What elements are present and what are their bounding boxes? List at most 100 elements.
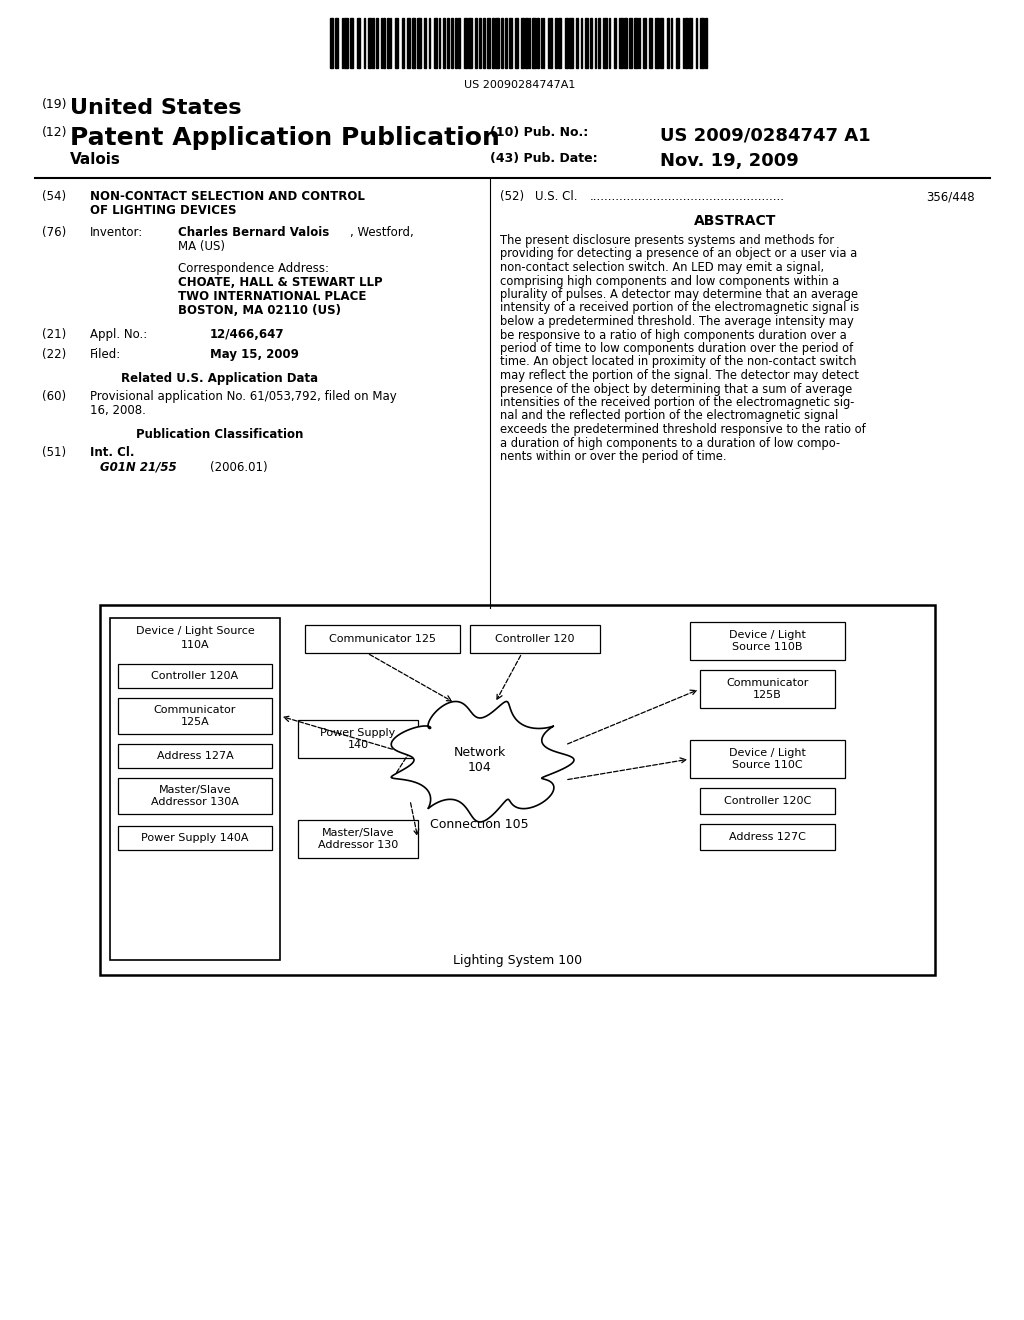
Text: BOSTON, MA 02110 (US): BOSTON, MA 02110 (US)	[178, 304, 341, 317]
Text: Int. Cl.: Int. Cl.	[90, 446, 134, 459]
Text: intensity of a received portion of the electromagnetic signal is: intensity of a received portion of the e…	[500, 301, 859, 314]
Bar	[383, 18, 385, 69]
Bar	[690, 622, 845, 660]
Bar	[464, 18, 467, 69]
Bar	[577, 18, 578, 69]
Bar	[700, 824, 835, 850]
Bar	[613, 18, 615, 69]
Text: US 2009/0284747 A1: US 2009/0284747 A1	[660, 125, 870, 144]
Bar	[387, 18, 389, 69]
Text: Inventor:: Inventor:	[90, 226, 143, 239]
Bar	[298, 719, 418, 758]
Bar	[478, 18, 481, 69]
Text: Provisional application No. 61/053,792, filed on May: Provisional application No. 61/053,792, …	[90, 389, 396, 403]
Bar	[118, 826, 272, 850]
Text: comprising high components and low components within a: comprising high components and low compo…	[500, 275, 840, 288]
Bar	[350, 18, 353, 69]
Bar	[501, 18, 503, 69]
Bar	[496, 18, 499, 69]
Text: Device / Light Source: Device / Light Source	[135, 626, 254, 636]
Bar	[305, 624, 460, 653]
Text: Charles Bernard Valois: Charles Bernard Valois	[178, 226, 330, 239]
Text: 12/466,647: 12/466,647	[210, 327, 285, 341]
Text: Appl. No.:: Appl. No.:	[90, 327, 147, 341]
Bar	[483, 18, 485, 69]
Bar	[541, 18, 542, 69]
Text: nal and the reflected portion of the electromagnetic signal: nal and the reflected portion of the ele…	[500, 409, 839, 422]
Bar	[537, 18, 540, 69]
Bar	[381, 18, 382, 69]
Bar	[595, 18, 596, 69]
Bar	[689, 18, 692, 69]
Bar	[455, 18, 457, 69]
Bar	[468, 18, 472, 69]
Text: United States: United States	[70, 98, 242, 117]
Text: 356/448: 356/448	[927, 190, 975, 203]
Bar	[418, 18, 421, 69]
Text: (10) Pub. No.:: (10) Pub. No.:	[490, 125, 588, 139]
Text: Device / Light
Source 110B: Device / Light Source 110B	[729, 630, 806, 652]
Text: G01N 21/55: G01N 21/55	[100, 461, 176, 474]
Bar	[470, 624, 600, 653]
Bar	[620, 18, 623, 69]
Bar	[408, 18, 410, 69]
Text: Controller 120: Controller 120	[496, 634, 574, 644]
Text: (12): (12)	[42, 125, 68, 139]
Text: (22): (22)	[42, 348, 67, 360]
Text: U.S. Cl.: U.S. Cl.	[535, 190, 578, 203]
Text: (51): (51)	[42, 446, 67, 459]
Bar	[700, 18, 703, 69]
Bar	[555, 18, 556, 69]
Text: nents within or over the period of time.: nents within or over the period of time.	[500, 450, 726, 463]
Bar	[356, 18, 360, 69]
Text: Device / Light
Source 110C: Device / Light Source 110C	[729, 748, 806, 770]
Bar	[344, 18, 348, 69]
Text: may reflect the portion of the signal. The detector may detect: may reflect the portion of the signal. T…	[500, 370, 859, 381]
Bar	[118, 777, 272, 814]
Text: Communicator 125: Communicator 125	[329, 634, 436, 644]
Text: non-contact selection switch. An LED may emit a signal,: non-contact selection switch. An LED may…	[500, 261, 824, 275]
Bar	[598, 18, 600, 69]
Bar	[690, 741, 845, 777]
Text: Related U.S. Application Data: Related U.S. Application Data	[122, 372, 318, 385]
Bar	[443, 18, 445, 69]
Bar	[700, 788, 835, 814]
Bar	[565, 18, 568, 69]
Bar	[590, 18, 592, 69]
Bar	[376, 18, 379, 69]
Bar	[676, 18, 679, 69]
Bar	[451, 18, 454, 69]
Bar	[532, 18, 536, 69]
Text: plurality of pulses. A detector may determine that an average: plurality of pulses. A detector may dete…	[500, 288, 858, 301]
Text: The present disclosure presents systems and methods for: The present disclosure presents systems …	[500, 234, 835, 247]
Bar	[603, 18, 606, 69]
Bar	[634, 18, 638, 69]
Text: NON-CONTACT SELECTION AND CONTROL: NON-CONTACT SELECTION AND CONTROL	[90, 190, 365, 203]
Text: (60): (60)	[42, 389, 67, 403]
Text: CHOATE, HALL & STEWART LLP: CHOATE, HALL & STEWART LLP	[178, 276, 383, 289]
Bar	[706, 18, 707, 69]
Text: Master/Slave
Addressor 130: Master/Slave Addressor 130	[317, 828, 398, 850]
Bar	[659, 18, 664, 69]
Bar	[118, 698, 272, 734]
Text: Power Supply
140: Power Supply 140	[321, 729, 395, 750]
Bar	[458, 18, 460, 69]
Bar	[685, 18, 687, 69]
Text: Communicator
125B: Communicator 125B	[726, 678, 809, 700]
Bar	[492, 18, 494, 69]
Bar	[551, 18, 552, 69]
Text: Lighting System 100: Lighting System 100	[453, 954, 582, 968]
Text: (21): (21)	[42, 327, 67, 341]
Text: US 20090284747A1: US 20090284747A1	[464, 81, 575, 90]
Text: exceeds the predetermined threshold responsive to the ratio of: exceeds the predetermined threshold resp…	[500, 422, 865, 436]
Text: 16, 2008.: 16, 2008.	[90, 404, 145, 417]
Text: (43) Pub. Date:: (43) Pub. Date:	[490, 152, 598, 165]
Text: Network
104: Network 104	[454, 746, 506, 774]
Bar	[520, 18, 524, 69]
Text: Power Supply 140A: Power Supply 140A	[141, 833, 249, 843]
Bar	[342, 18, 343, 69]
Text: (19): (19)	[42, 98, 68, 111]
Bar	[700, 671, 835, 708]
Text: intensities of the received portion of the electromagnetic sig-: intensities of the received portion of t…	[500, 396, 854, 409]
Bar	[582, 18, 583, 69]
